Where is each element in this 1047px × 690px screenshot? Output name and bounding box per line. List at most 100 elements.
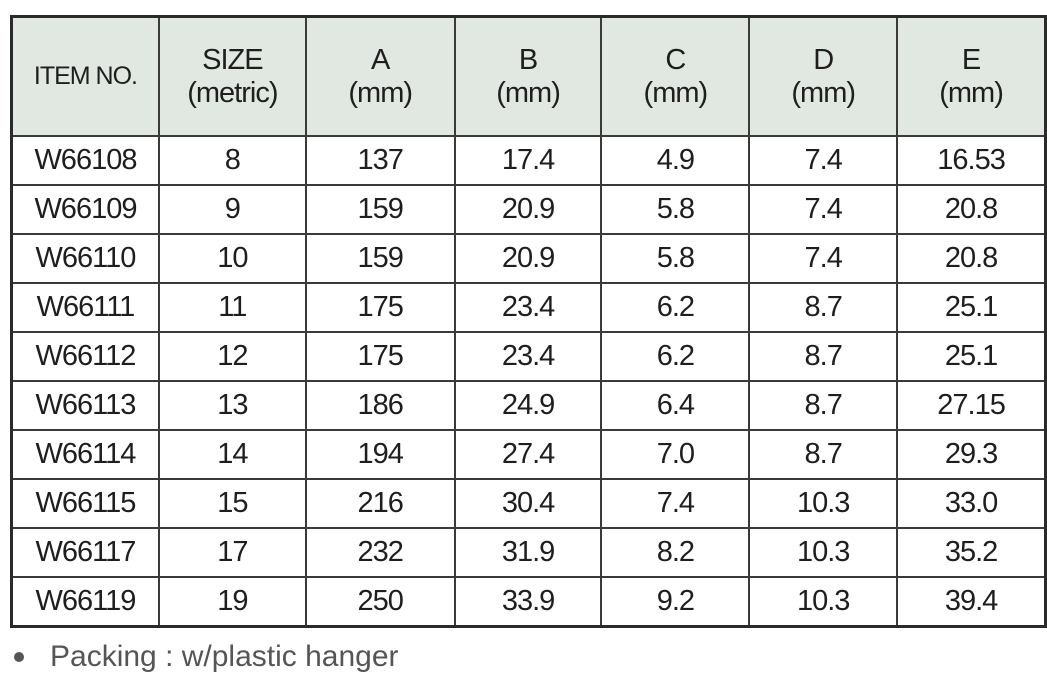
table-cell: 23.4 (453, 282, 603, 333)
table-cell: 39.4 (896, 576, 1047, 628)
table-cell: 23.4 (453, 331, 603, 382)
header-text: SIZE (202, 43, 263, 76)
table-cell: 13 (157, 380, 307, 431)
header-text: (metric) (187, 76, 278, 109)
table-cell: 250 (304, 576, 456, 628)
header-row: ITEM NO. SIZE (metric) A (mm) B (mm) C (mm) D (mm)… (10, 15, 1047, 137)
header-text: A (371, 43, 390, 76)
table-cell: 4.9 (600, 135, 751, 186)
table-cell: 29.3 (896, 429, 1047, 480)
table-row: W66108 8 137 17.4 4.9 7.4 16.53 (10, 135, 1047, 186)
table-cell: W66111 (10, 282, 160, 333)
table-cell: 8.7 (748, 429, 899, 480)
table-cell: 25.1 (896, 282, 1047, 333)
table-cell: 159 (304, 184, 456, 235)
table-cell: 20.9 (453, 233, 603, 284)
header-cell: ITEM NO. (10, 15, 160, 137)
table-cell: 25.1 (896, 331, 1047, 382)
note: Packing : w/plastic hanger (10, 640, 399, 674)
note-text: Packing : w/plastic hanger (50, 640, 399, 673)
header-text: C (665, 43, 686, 76)
table-cell: 10.3 (748, 478, 899, 529)
table-cell: 27.15 (896, 380, 1047, 431)
table-body: W66108 8 137 17.4 4.9 7.4 16.53 W66109 9 159 20.9 5… (10, 135, 1047, 628)
table-cell: 7.4 (600, 478, 751, 529)
table-cell: 11 (157, 282, 307, 333)
table-cell: 31.9 (453, 527, 603, 578)
table-cell: 7.4 (748, 184, 899, 235)
table-cell: 175 (304, 282, 456, 333)
table-row: W66117 17 232 31.9 8.2 10.3 35.2 (10, 527, 1047, 578)
table-cell: 175 (304, 331, 456, 382)
table-cell: 8 (157, 135, 307, 186)
table-cell: 7.4 (748, 135, 899, 186)
table-row: W66115 15 216 30.4 7.4 10.3 33.0 (10, 478, 1047, 529)
table-cell: 186 (304, 380, 456, 431)
header-cell: B (mm) (453, 15, 603, 137)
table-cell: 137 (304, 135, 456, 186)
spec-table: ITEM NO. SIZE (metric) A (mm) B (mm) C (mm) D (mm)… (10, 15, 1047, 628)
table-cell: 10.3 (748, 576, 899, 628)
header-cell: A (mm) (304, 15, 456, 137)
table-cell: 159 (304, 233, 456, 284)
table-cell: 10 (157, 233, 307, 284)
table-cell: 7.4 (748, 233, 899, 284)
table-cell: 9 (157, 184, 307, 235)
header-cell: D (mm) (748, 15, 899, 137)
table-cell: 8.7 (748, 380, 899, 431)
table-row: W66119 19 250 33.9 9.2 10.3 39.4 (10, 576, 1047, 628)
table-cell: 15 (157, 478, 307, 529)
header-text: E (961, 43, 981, 76)
table-cell: 194 (304, 429, 456, 480)
table-cell: 14 (157, 429, 307, 480)
table-cell: 33.9 (453, 576, 603, 628)
table-row: W66112 12 175 23.4 6.2 8.7 25.1 (10, 331, 1047, 382)
table-cell: 10.3 (748, 527, 899, 578)
header-cell: C (mm) (600, 15, 751, 137)
header-text: (mm) (348, 76, 413, 109)
header-text: (mm) (496, 76, 561, 109)
table-cell: 6.4 (600, 380, 751, 431)
table-cell: 17.4 (453, 135, 603, 186)
table-row: W66110 10 159 20.9 5.8 7.4 20.8 (10, 233, 1047, 284)
table-cell: 8.7 (748, 331, 899, 382)
table-cell: 20.8 (896, 184, 1047, 235)
table-row: W66111 11 175 23.4 6.2 8.7 25.1 (10, 282, 1047, 333)
table-cell: 20.9 (453, 184, 603, 235)
table-cell: W66109 (10, 184, 160, 235)
table-cell: 8.7 (748, 282, 899, 333)
header-text: B (518, 43, 538, 76)
table-cell: W66119 (10, 576, 160, 628)
table-cell: 16.53 (896, 135, 1047, 186)
table-cell: 232 (304, 527, 456, 578)
table-cell: W66108 (10, 135, 160, 186)
table-cell: 5.8 (600, 233, 751, 284)
table-cell: 216 (304, 478, 456, 529)
table-row: W66113 13 186 24.9 6.4 8.7 27.15 (10, 380, 1047, 431)
table-cell: 33.0 (896, 478, 1047, 529)
table-cell: 5.8 (600, 184, 751, 235)
table-cell: 30.4 (453, 478, 603, 529)
table-cell: W66112 (10, 331, 160, 382)
header-text: ITEM NO. (33, 62, 138, 90)
table-cell: W66115 (10, 478, 160, 529)
header-text: (mm) (643, 76, 709, 109)
table-cell: W66114 (10, 429, 160, 480)
table-cell: W66113 (10, 380, 160, 431)
table-cell: 20.8 (896, 233, 1047, 284)
table-cell: 12 (157, 331, 307, 382)
table-cell: 27.4 (453, 429, 603, 480)
header-cell: SIZE (metric) (157, 15, 307, 137)
header-text: (mm) (939, 76, 1004, 109)
table-cell: 24.9 (453, 380, 603, 431)
table-row: W66109 9 159 20.9 5.8 7.4 20.8 (10, 184, 1047, 235)
table-cell: 8.2 (600, 527, 751, 578)
table-cell: 6.2 (600, 282, 751, 333)
header-text: D (813, 43, 834, 76)
bullet (14, 652, 24, 662)
header-text: (mm) (791, 76, 856, 109)
table-cell: 19 (157, 576, 307, 628)
header-cell: E (mm) (896, 15, 1047, 137)
table-cell: 17 (157, 527, 307, 578)
